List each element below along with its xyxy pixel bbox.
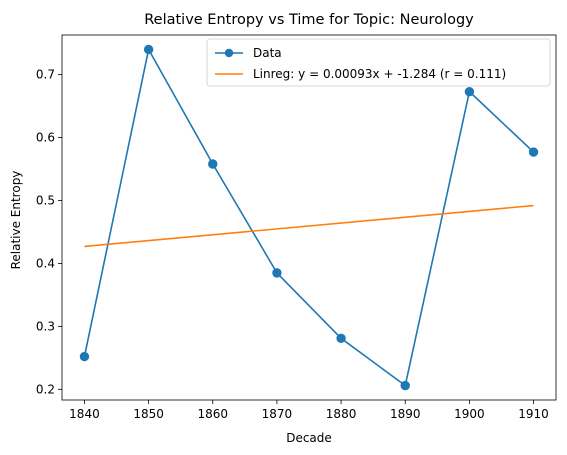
- data-point: [272, 268, 282, 278]
- legend-marker: [224, 48, 234, 58]
- legend: Data Linreg: y = 0.00093x + -1.284 (r = 0…: [206, 38, 551, 87]
- data-point: [336, 333, 346, 344]
- x-tick-label: 1910: [518, 407, 549, 421]
- data-point: [79, 351, 90, 362]
- chart-title: Relative Entropy vs Time for Topic: Neur…: [144, 12, 474, 28]
- data-point: [464, 86, 475, 97]
- x-tick-label: 1850: [133, 407, 164, 421]
- y-axis-label: Relative Entropy: [9, 171, 23, 270]
- x-tick-label: 1880: [326, 407, 357, 421]
- x-tick-label: 1860: [197, 407, 228, 421]
- data-point: [400, 380, 410, 391]
- data-point: [208, 159, 218, 169]
- legend-box: [206, 38, 551, 87]
- y-tick-label: 0.5: [36, 194, 55, 208]
- regression-line: [84, 204, 534, 248]
- y-tick-label: 0.4: [36, 256, 55, 270]
- axes-layer: 1840 1850 1860 1870 1880 1890 1900 1910 0.2 0.3 0.…: [36, 68, 549, 421]
- plot-frame: [61, 34, 557, 401]
- legend-label: Data: [253, 46, 282, 60]
- x-axis-label: Decade: [286, 431, 332, 445]
- x-tick-label: 1840: [69, 407, 100, 421]
- y-tick-label: 0.3: [36, 319, 55, 333]
- x-tick-label: 1890: [390, 407, 421, 421]
- data-point: [143, 44, 154, 55]
- data-point: [528, 147, 539, 157]
- x-tick-label: 1900: [454, 407, 485, 421]
- plot-area: [61, 34, 557, 401]
- y-tick-label: 0.2: [36, 382, 55, 396]
- data-series-line: [83, 48, 535, 387]
- x-tick-label: 1870: [262, 407, 293, 421]
- y-tick-label: 0.6: [36, 131, 55, 145]
- y-tick-label: 0.7: [36, 68, 55, 82]
- series-layer: [79, 44, 539, 391]
- legend-label: Linreg: y = 0.00093x + -1.284 (r = 0.111…: [253, 67, 506, 81]
